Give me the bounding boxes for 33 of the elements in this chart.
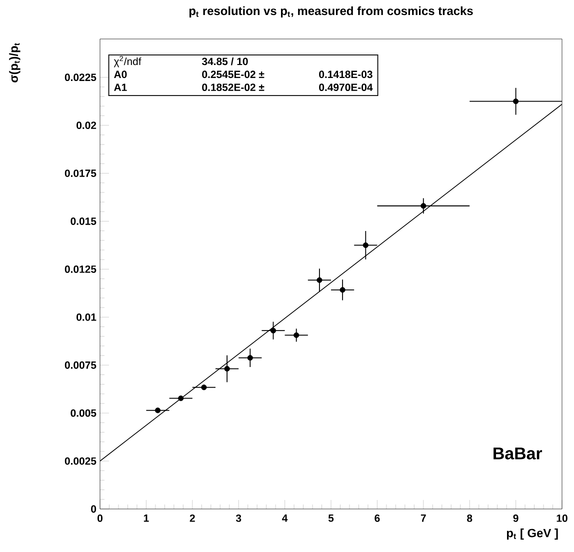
annotation: 0.2545E-02 ± [202,70,264,78]
x-tick-label: 2 [190,514,195,522]
y-tick-label: 0.01 [76,313,96,321]
annotation: BaBar [494,448,542,460]
x-tick-label: 7 [420,514,426,522]
x-axis-title: p$_{t}$ [ GeV ] [506,528,558,540]
y-tick-label: 0.0125 [64,265,96,273]
x-tick-label: 6 [374,514,380,522]
x-tick-label: 1 [144,514,149,522]
annotation: A1 [114,84,127,91]
y-tick-label: 0.0225 [64,74,96,82]
y-tick-label: 0.005 [70,409,96,417]
y-tick-label: 0.02 [76,122,96,130]
y-tick-label: 0 [91,505,96,513]
y-tick-label: 0.0025 [64,457,96,465]
annotation: 0.1852E-02 ± [202,84,264,92]
x-tick-label: 3 [236,514,242,522]
chart-title: p$_{t}$ resolution vs p$_{t}$, measured from cosmics tracks [189,6,473,18]
x-tick-label: 8 [467,514,472,522]
x-tick-label: 9 [513,514,518,522]
annotation: 34.85 / 10 [202,57,248,66]
y-tick-label: 0.015 [70,218,96,225]
x-tick-label: 5 [328,514,334,522]
y-axis-title: σ(p$_{t}$)/p$_{t}$ [9,43,20,82]
annotation: 0.1418E-03 [319,70,372,78]
annotation: A0 [114,70,127,78]
x-tick-label: 4 [282,514,288,522]
x-tick-label: 0 [98,514,102,522]
y-tick-label: 0.0075 [64,361,96,369]
annotation: 0.4970E-04 [319,84,373,92]
x-tick-label: 10 [556,514,568,522]
annotation: χ$^{2}$/ndf [114,56,142,68]
y-tick-label: 0.0175 [64,170,96,177]
